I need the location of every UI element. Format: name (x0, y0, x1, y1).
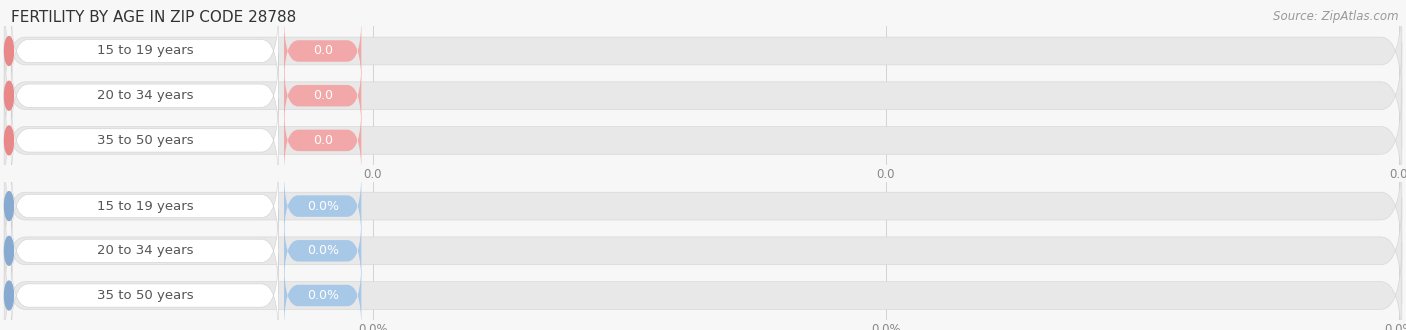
FancyBboxPatch shape (11, 209, 278, 293)
Text: 20 to 34 years: 20 to 34 years (97, 244, 193, 257)
FancyBboxPatch shape (4, 87, 1402, 194)
Circle shape (4, 192, 14, 220)
FancyBboxPatch shape (284, 107, 361, 174)
FancyBboxPatch shape (4, 198, 1402, 304)
Text: 35 to 50 years: 35 to 50 years (97, 289, 193, 302)
Circle shape (4, 281, 14, 310)
FancyBboxPatch shape (284, 62, 361, 130)
Text: 0.0%: 0.0% (307, 200, 339, 213)
Text: FERTILITY BY AGE IN ZIP CODE 28788: FERTILITY BY AGE IN ZIP CODE 28788 (11, 10, 297, 25)
Circle shape (4, 81, 14, 110)
FancyBboxPatch shape (284, 17, 361, 85)
FancyBboxPatch shape (284, 172, 361, 240)
FancyBboxPatch shape (11, 98, 278, 182)
FancyBboxPatch shape (4, 43, 1402, 149)
FancyBboxPatch shape (4, 0, 1402, 104)
FancyBboxPatch shape (11, 54, 278, 138)
Text: 0.0%: 0.0% (307, 289, 339, 302)
Text: 0.0%: 0.0% (307, 244, 339, 257)
Text: 15 to 19 years: 15 to 19 years (97, 200, 193, 213)
FancyBboxPatch shape (11, 164, 278, 248)
FancyBboxPatch shape (284, 262, 361, 329)
Text: 0.0: 0.0 (312, 45, 333, 57)
Circle shape (4, 126, 14, 155)
Text: 35 to 50 years: 35 to 50 years (97, 134, 193, 147)
Text: Source: ZipAtlas.com: Source: ZipAtlas.com (1274, 10, 1399, 23)
Circle shape (4, 236, 14, 265)
Text: 20 to 34 years: 20 to 34 years (97, 89, 193, 102)
Text: 0.0: 0.0 (312, 89, 333, 102)
FancyBboxPatch shape (11, 253, 278, 330)
Text: 15 to 19 years: 15 to 19 years (97, 45, 193, 57)
Circle shape (4, 37, 14, 65)
FancyBboxPatch shape (284, 217, 361, 285)
FancyBboxPatch shape (4, 153, 1402, 259)
FancyBboxPatch shape (4, 242, 1402, 330)
FancyBboxPatch shape (11, 9, 278, 93)
Text: 0.0: 0.0 (312, 134, 333, 147)
